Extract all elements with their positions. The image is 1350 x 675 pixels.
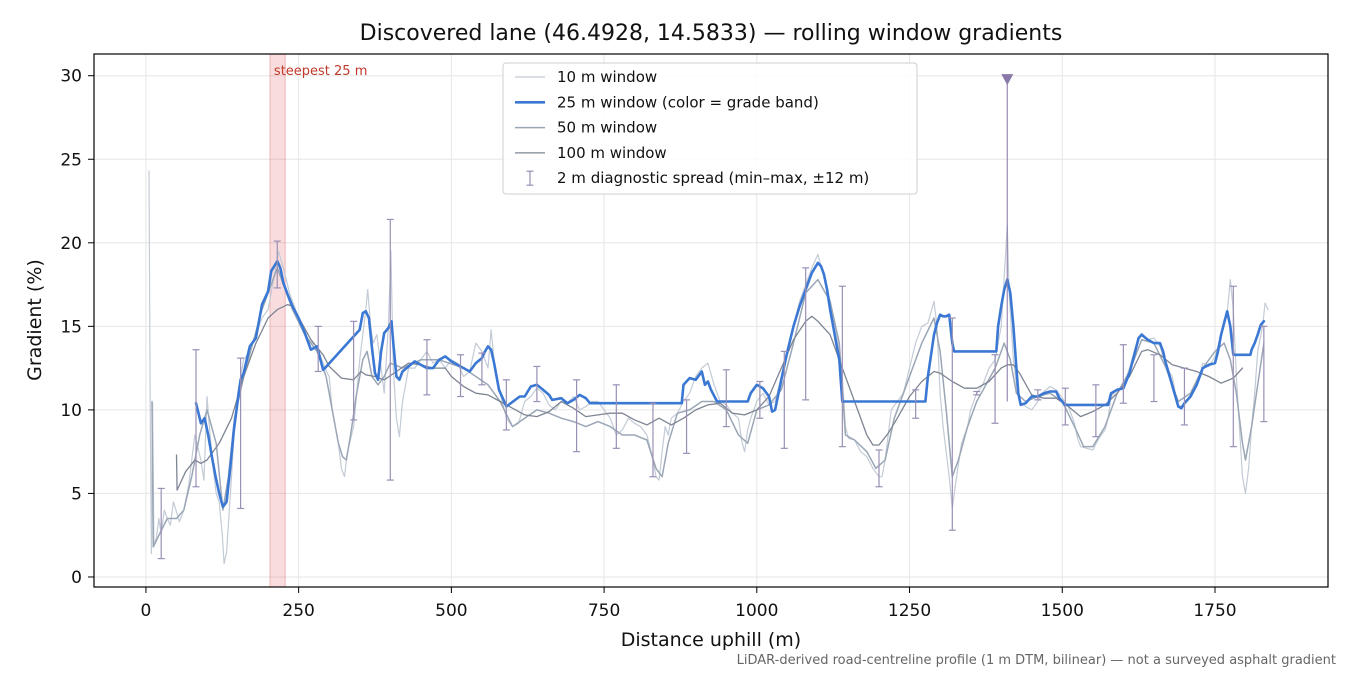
steepest-band-label: steepest 25 m [274, 64, 367, 79]
legend-label: 50 m window [557, 119, 657, 137]
y-tick-label: 5 [71, 484, 82, 504]
series-line-0 [148, 170, 1269, 565]
steepest-band-rect [269, 54, 286, 587]
series-line-3 [175, 303, 1244, 491]
x-tick-label: 250 [282, 601, 314, 621]
chart-title: Discovered lane (46.4928, 14.5833) — rol… [360, 21, 1063, 46]
series-layer [148, 170, 1269, 565]
series-line-1 [194, 259, 1266, 509]
series-line-2 [151, 267, 1265, 548]
y-tick-label: 10 [60, 401, 82, 421]
y-tick-label: 0 [71, 568, 82, 588]
marker-triangle [1001, 74, 1014, 86]
y-tick-label: 20 [60, 234, 82, 254]
x-tick-label: 750 [588, 601, 620, 621]
footnote: LiDAR-derived road-centreline profile (1… [737, 653, 1336, 668]
legend-label: 100 m window [557, 144, 667, 162]
plot-frame [93, 53, 1329, 588]
x-tick-label: 1000 [735, 601, 778, 621]
legend-items: 10 m window 25 m window (color = grade ba… [515, 68, 869, 187]
x-axis-label: Distance uphill (m) [621, 629, 801, 651]
x-tick-label: 0 [141, 601, 152, 621]
legend-box [502, 62, 918, 195]
errorbar-layer [157, 218, 1268, 560]
x-tick-label: 1750 [1193, 601, 1236, 621]
x-tick-label: 500 [435, 601, 467, 621]
y-axis-label: Gradient (%) [24, 259, 46, 381]
steepest-band [269, 54, 286, 587]
y-axis-ticks: 0 5 10 15 20 25 30 [60, 67, 94, 588]
x-tick-label: 1500 [1041, 601, 1084, 621]
legend-label: 10 m window [557, 68, 657, 86]
y-tick-label: 15 [60, 317, 82, 337]
x-tick-label: 1250 [888, 601, 931, 621]
legend-label: 25 m window (color = grade band) [557, 93, 819, 111]
y-tick-label: 25 [60, 150, 82, 170]
marker-layer [1001, 74, 1014, 402]
x-axis-ticks: 0 250 500 750 1000 1250 1500 1750 [141, 587, 1237, 621]
legend: 10 m window 25 m window (color = grade ba… [502, 62, 918, 195]
legend-label: 2 m diagnostic spread (min–max, ±12 m) [557, 169, 869, 187]
y-tick-label: 30 [60, 67, 82, 87]
